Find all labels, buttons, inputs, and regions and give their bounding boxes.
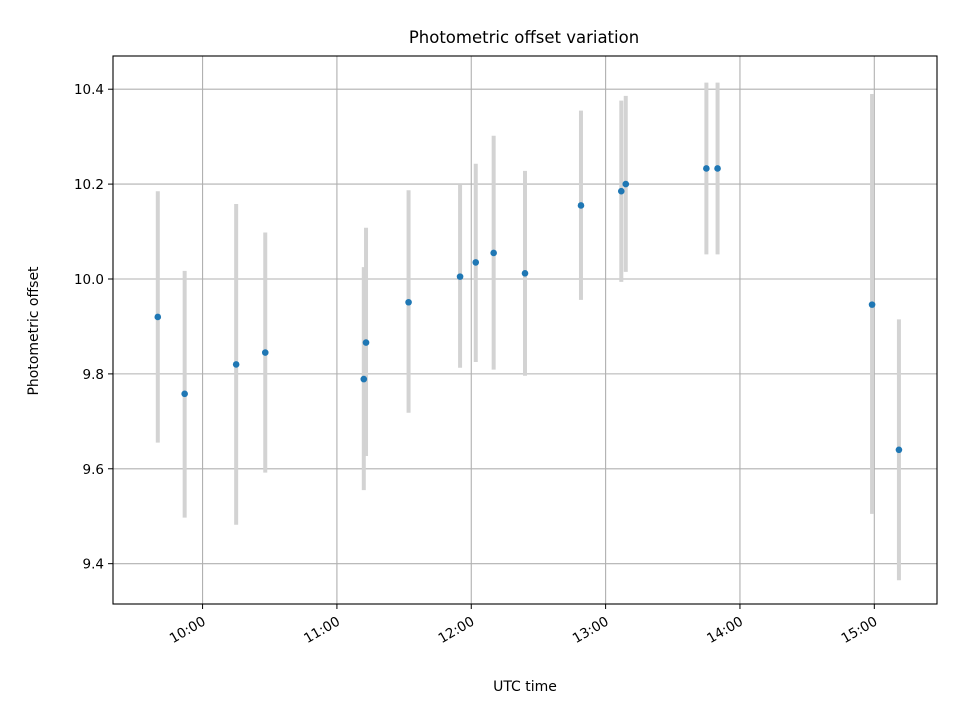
y-tick-label: 10.4 (74, 82, 104, 98)
data-point (577, 202, 585, 209)
data-point (895, 446, 903, 454)
data-point (622, 180, 630, 188)
data-point (472, 259, 480, 266)
data-point (521, 270, 529, 277)
data-points (154, 165, 903, 454)
data-point (232, 361, 240, 368)
x-tick-label: 12:00 (436, 614, 478, 647)
data-point (456, 273, 464, 280)
x-tick-label: 11:00 (301, 614, 343, 647)
data-point (703, 165, 710, 172)
x-tick-label: 14:00 (704, 614, 746, 647)
data-point (714, 165, 721, 172)
data-point (360, 375, 368, 383)
y-tick-label: 10.0 (74, 272, 104, 288)
y-tick-label: 10.2 (74, 177, 104, 193)
y-tick-label: 9.6 (83, 462, 104, 478)
data-point (181, 390, 188, 398)
data-point (362, 339, 370, 346)
x-tick-label: 10:00 (167, 614, 209, 647)
x-axis-label: UTC time (493, 679, 557, 695)
data-point (617, 187, 625, 195)
error-bars (155, 82, 901, 581)
x-tick-label: 15:00 (839, 614, 881, 647)
y-axis-label: Photometric offset (26, 266, 42, 396)
data-point (154, 313, 162, 321)
data-point (868, 301, 876, 308)
chart-title: Photometric offset variation (409, 28, 639, 47)
data-point (405, 298, 412, 306)
y-tick-label: 9.4 (83, 557, 104, 573)
data-point (490, 249, 497, 257)
plot-frame (112, 55, 938, 605)
y-tick-label: 9.8 (83, 367, 104, 383)
x-tick-label: 13:00 (570, 614, 612, 647)
data-point (261, 349, 269, 356)
